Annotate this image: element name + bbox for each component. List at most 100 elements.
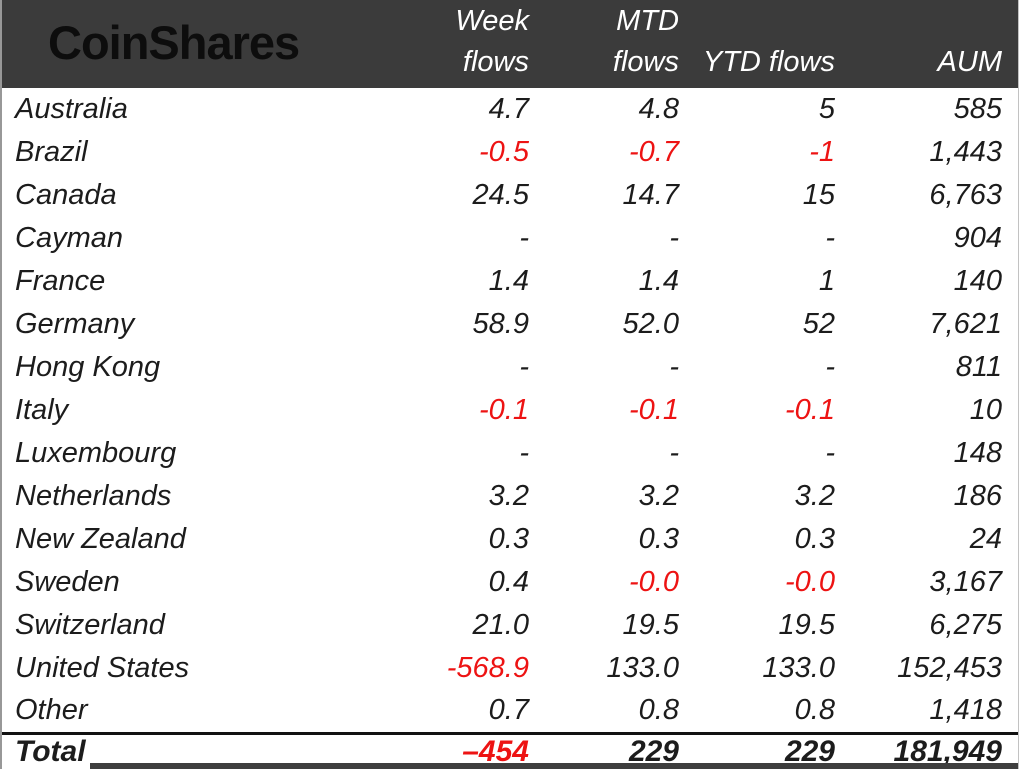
value-cell: 3.2 xyxy=(638,480,679,512)
value-cell: - xyxy=(825,222,835,254)
header-mtd-line1: MTD xyxy=(616,5,679,37)
value-cell: -0.0 xyxy=(629,566,679,598)
country-cell: Germany xyxy=(15,308,135,340)
value-cell: 52 xyxy=(802,308,835,340)
country-cell: Other xyxy=(15,694,88,727)
total-value-cell: –454 xyxy=(375,731,529,769)
value-cell: - xyxy=(519,222,529,254)
value-cell: 4.7 xyxy=(488,93,529,125)
value-cell: 6,275 xyxy=(929,609,1002,641)
country-cell: Switzerland xyxy=(15,609,165,641)
table-row: Brazil -0.5 -0.7 -1 1,443 xyxy=(2,131,1018,174)
total-row: Total –454 229 229 181,949 xyxy=(2,731,1018,769)
value-cell: 1,443 xyxy=(929,136,1002,168)
value-cell: 1.4 xyxy=(638,265,679,297)
value-cell: - xyxy=(669,351,679,383)
column-header-mtd-flows: MTD flows xyxy=(529,0,679,88)
header-ytd-line2: YTD flows xyxy=(702,46,835,78)
value-cell: -0.0 xyxy=(785,566,835,598)
table-foot: Total –454 229 229 181,949 xyxy=(2,731,1018,769)
value-cell: 7,621 xyxy=(929,308,1002,340)
country-cell: Canada xyxy=(15,179,117,211)
coinshares-logo: CoinShares xyxy=(48,15,300,69)
column-header-country: CoinShares xyxy=(2,0,375,88)
total-label-cell: Total xyxy=(2,731,375,769)
value-cell: 24.5 xyxy=(472,179,529,211)
value-cell: 6,763 xyxy=(929,179,1002,211)
value-cell: 15 xyxy=(802,179,835,211)
value-cell: -0.1 xyxy=(785,394,835,426)
value-cell: - xyxy=(825,351,835,383)
table-row: Cayman - - - 904 xyxy=(2,217,1018,260)
value-cell: 0.8 xyxy=(794,694,835,727)
value-cell: -568.9 xyxy=(446,652,529,684)
value-cell: 1 xyxy=(818,265,835,297)
country-cell: Sweden xyxy=(15,566,120,598)
value-cell: 1.4 xyxy=(488,265,529,297)
value-cell: 904 xyxy=(953,222,1002,254)
value-cell: 186 xyxy=(953,480,1002,512)
table-row: Italy -0.1 -0.1 -0.1 10 xyxy=(2,389,1018,432)
value-cell: -0.7 xyxy=(629,136,679,168)
value-cell: 585 xyxy=(953,93,1002,125)
country-cell: Luxembourg xyxy=(15,437,177,469)
value-cell: 1,418 xyxy=(929,694,1002,727)
total-value-cell: 229 xyxy=(529,731,679,769)
value-cell: 24 xyxy=(969,523,1002,555)
value-cell: - xyxy=(669,222,679,254)
value-cell: 0.3 xyxy=(488,523,529,555)
value-cell: -0.1 xyxy=(479,394,529,426)
country-cell: Australia xyxy=(15,93,128,125)
value-cell: 0.3 xyxy=(638,523,679,555)
country-cell: United States xyxy=(15,652,190,684)
header-week-line2: flows xyxy=(462,46,529,78)
country-cell: Brazil xyxy=(15,136,88,168)
table-row: New Zealand 0.3 0.3 0.3 24 xyxy=(2,518,1018,561)
value-cell: -1 xyxy=(809,136,835,168)
value-cell: - xyxy=(519,437,529,469)
value-cell: 0.3 xyxy=(794,523,835,555)
header-aum-line2: AUM xyxy=(937,46,1002,78)
value-cell: 133.0 xyxy=(762,652,835,684)
value-cell: 140 xyxy=(953,265,1002,297)
table-row: Switzerland 21.0 19.5 19.5 6,275 xyxy=(2,604,1018,647)
value-cell: 0.8 xyxy=(638,694,679,727)
value-cell: 3.2 xyxy=(794,480,835,512)
header-mtd-line2: flows xyxy=(612,46,679,78)
value-cell: 21.0 xyxy=(472,609,529,641)
value-cell: 152,453 xyxy=(897,652,1002,684)
table-row: Canada 24.5 14.7 15 6,763 xyxy=(2,174,1018,217)
table-row: Germany 58.9 52.0 52 7,621 xyxy=(2,303,1018,346)
country-cell: Hong Kong xyxy=(15,351,161,383)
value-cell: - xyxy=(669,437,679,469)
value-cell: 133.0 xyxy=(606,652,679,684)
value-cell: 0.7 xyxy=(488,694,529,727)
table-row: France 1.4 1.4 1 140 xyxy=(2,260,1018,303)
value-cell: -0.5 xyxy=(479,136,529,168)
country-cell: New Zealand xyxy=(15,523,186,555)
value-cell: 19.5 xyxy=(778,609,835,641)
header-row: CoinShares Week flows MTD flows xyxy=(2,0,1018,88)
header-week-line1: Week xyxy=(455,5,529,37)
country-cell: Cayman xyxy=(15,222,123,254)
table-row: Sweden 0.4 -0.0 -0.0 3,167 xyxy=(2,561,1018,604)
column-header-week-flows: Week flows xyxy=(375,0,529,88)
value-cell: 10 xyxy=(969,394,1002,426)
country-cell: Netherlands xyxy=(15,480,172,512)
table-body: Australia 4.7 4.8 5 585 Brazil -0.5 -0.7 -1 1,443… xyxy=(2,88,1018,733)
value-cell: 4.8 xyxy=(638,93,679,125)
value-cell: - xyxy=(519,351,529,383)
value-cell: 3,167 xyxy=(929,566,1002,598)
value-cell: 148 xyxy=(953,437,1002,469)
value-cell: -0.1 xyxy=(629,394,679,426)
value-cell: 0.4 xyxy=(488,566,529,598)
value-cell: 5 xyxy=(818,93,835,125)
value-cell: 14.7 xyxy=(622,179,679,211)
column-header-aum: AUM xyxy=(835,0,1018,88)
bottom-bar xyxy=(90,763,1018,769)
value-cell: 3.2 xyxy=(488,480,529,512)
total-value-cell: 181,949 xyxy=(835,731,1018,769)
table-row: Hong Kong - - - 811 xyxy=(2,346,1018,389)
